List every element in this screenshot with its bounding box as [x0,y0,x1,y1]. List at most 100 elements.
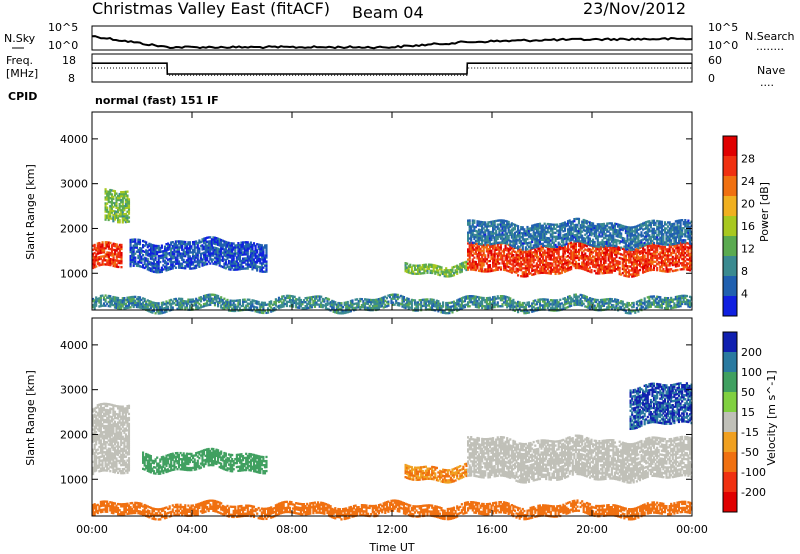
heatmap-cell [476,247,479,250]
heatmap-cell [246,253,249,256]
heatmap-cell [529,272,532,275]
heatmap-cell [646,259,649,262]
heatmap-cell [99,255,103,258]
heatmap-cell [151,303,154,306]
heatmap-cell [256,243,259,246]
heatmap-cell [651,254,654,257]
heatmap-cell [488,247,492,251]
heatmap-cell [479,232,482,236]
heatmap-cell [571,257,574,260]
heatmap-cell [662,241,665,244]
heatmap-cell [543,249,546,252]
heatmap-cell [677,237,681,240]
heatmap-cell [576,256,579,260]
heatmap-cell [507,225,510,228]
heatmap-cell [192,241,195,244]
heatmap-cell [645,243,648,246]
heatmap-cell [262,248,265,251]
heatmap-cell [520,228,523,231]
heatmap-cell [202,241,206,244]
heatmap-cell [681,258,684,261]
heatmap-cell [185,251,188,254]
heatmap-cell [148,304,151,307]
heatmap-cell [102,304,106,307]
heatmap-cell [265,250,268,253]
heatmap-cell [665,270,668,273]
heatmap-cell [467,239,470,242]
heatmap-cell [540,228,543,231]
heatmap-cell [648,242,651,245]
heatmap-cell [207,244,210,247]
heatmap-cell [182,242,185,246]
heatmap-cell [631,267,634,270]
heatmap-cell [552,252,556,255]
heatmap-cell [482,235,485,238]
heatmap-cell [690,257,693,260]
heatmap-cell [167,244,170,247]
heatmap-cell [665,256,668,259]
heatmap-cell [479,259,482,263]
heatmap-cell [490,249,493,252]
heatmap-cell [592,226,595,229]
heatmap-cell [190,263,193,266]
heatmap-cell [618,227,621,231]
heatmap-cell [504,242,507,245]
heatmap-cell [229,242,232,245]
heatmap-cell [596,270,599,273]
heatmap-cell [593,249,596,253]
heatmap-cell [545,259,548,263]
heatmap-cell [129,256,132,260]
heatmap-cell [524,232,527,235]
heatmap-cell [451,274,454,277]
heatmap-cell [604,257,607,260]
heatmap-cell [287,296,290,300]
heatmap-cell [588,262,592,265]
heatmap-cell [660,245,663,248]
heatmap-cell [113,296,117,299]
heatmap-cell [621,224,624,228]
heatmap-cell [590,269,593,272]
heatmap-cell [649,235,652,239]
heatmap-cell [149,247,152,250]
heatmap-cell [420,272,423,275]
heatmap-cell [557,231,560,234]
heatmap-cell [495,262,498,266]
heatmap-cell [546,251,549,255]
heatmap-cell [598,233,601,236]
heatmap-cell [657,232,660,235]
heatmap-cell [507,247,510,251]
heatmap-cell [120,258,123,261]
heatmap-cell [110,199,113,202]
heatmap-cell [632,226,635,229]
heatmap-cell [554,258,557,261]
heatmap-cell [488,237,492,240]
heatmap-cell [479,222,482,226]
heatmap-cell [256,255,259,258]
heatmap-cell [101,259,104,262]
heatmap-cell [601,272,604,275]
heatmap-cell [687,248,690,251]
heatmap-cell [624,241,627,245]
heatmap-cell [156,261,159,264]
heatmap-cell [690,265,693,268]
heatmap-cell [681,245,684,249]
heatmap-cell [559,272,562,275]
heatmap-cell [177,260,181,263]
heatmap-cell [177,301,181,304]
heatmap-cell [493,236,496,239]
heatmap-cell [670,262,673,265]
heatmap-cell [640,227,643,230]
heatmap-cell [688,238,692,241]
heatmap-cell [546,222,549,226]
heatmap-cell [602,251,606,255]
heatmap-cell [218,250,221,253]
heatmap-cell [526,244,529,247]
heatmap-cell [179,240,182,243]
heatmap-cell [496,262,499,265]
heatmap-cell [624,270,627,274]
heatmap-cell [565,261,568,265]
heatmap-cell [593,257,596,261]
heatmap-cell [256,249,259,252]
heatmap-cell [674,261,677,264]
heatmap-cell [226,302,229,306]
